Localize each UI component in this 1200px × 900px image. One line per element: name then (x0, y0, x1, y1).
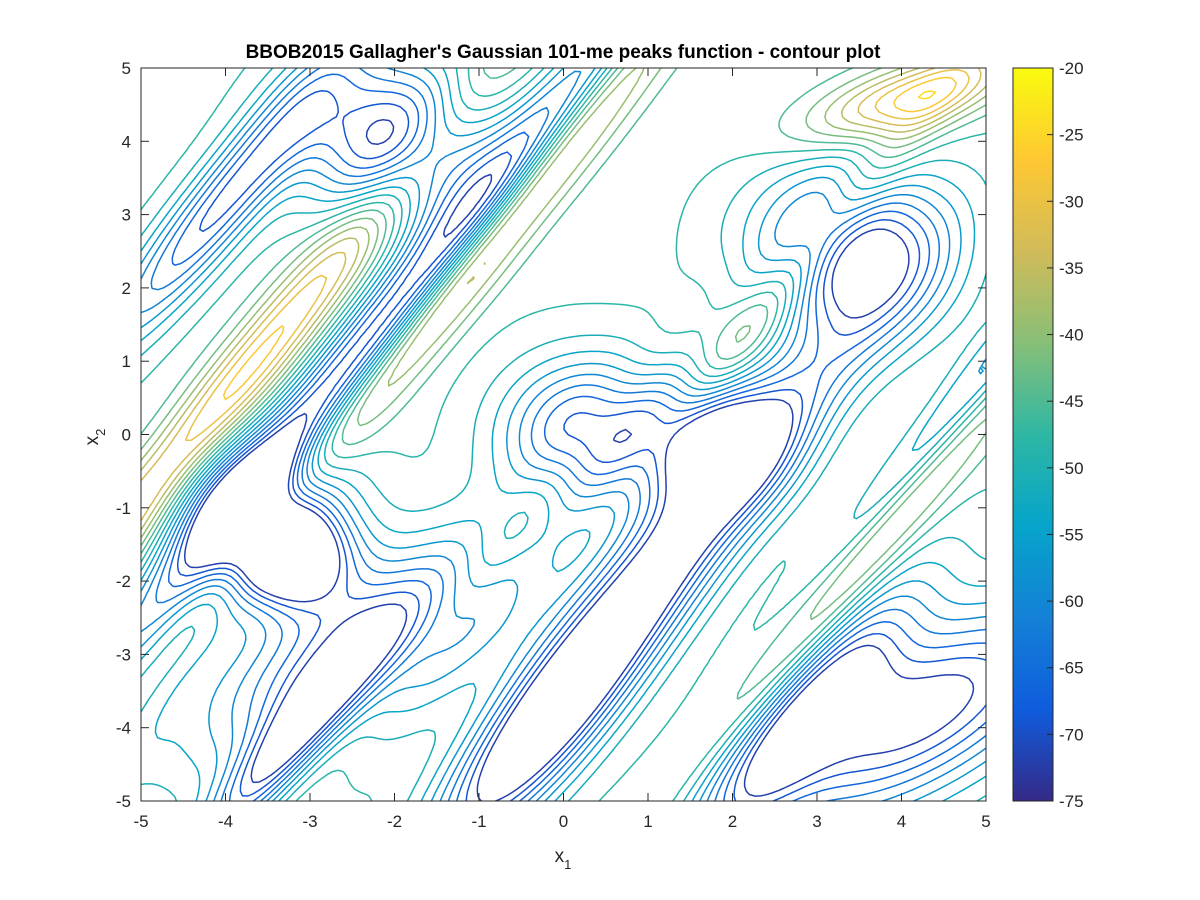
contour-line (141, 68, 986, 801)
contour-line (141, 68, 986, 621)
contour-line (168, 73, 986, 801)
x-tick-label: -5 (133, 812, 148, 831)
x-tick-label: -1 (471, 812, 486, 831)
x-tick-label: 4 (897, 812, 906, 831)
colorbar-ticks: -75 -70 -65 -60 -55 -50 -45 -40 -35 -30 -25 -20 (1047, 59, 1084, 811)
y-tick-label: -2 (116, 572, 131, 591)
x-tick-label: -2 (387, 812, 402, 831)
contour-line (185, 69, 970, 442)
contour-line (141, 68, 986, 801)
y-tick-label: 5 (122, 59, 131, 78)
y-tick-label: -3 (116, 645, 131, 664)
y-axis-label: x2 (82, 429, 108, 446)
contour-line (141, 68, 986, 801)
colorbar-tick-label: -25 (1059, 126, 1084, 145)
colorbar (1012, 67, 1054, 802)
y-tick-label: 0 (122, 426, 131, 445)
contour-line (150, 68, 986, 801)
contour-line (222, 76, 957, 401)
x-tick-label: 3 (812, 812, 821, 831)
contour-line (176, 90, 986, 801)
y-tick-label: 2 (122, 279, 131, 298)
x-tick-label: 5 (981, 812, 990, 831)
colorbar-tick-label: -40 (1059, 326, 1084, 345)
colorbar-tick-label: -60 (1059, 592, 1084, 611)
colorbar-tick-label: -65 (1059, 659, 1084, 678)
y-tick-label: 1 (122, 352, 131, 371)
x-tick-label: 1 (643, 812, 652, 831)
x-tick-label: 0 (559, 812, 568, 831)
y-tick-label: -1 (116, 499, 131, 518)
x-axis: -5 -4 -3 -2 -1 0 1 2 3 4 5 (133, 68, 991, 831)
colorbar-tick-label: -70 (1059, 725, 1084, 744)
y-axis: -5 -4 -3 -2 -1 0 1 2 3 4 5 (116, 59, 986, 811)
y-tick-label: -5 (116, 792, 131, 811)
colorbar-tick-label: -75 (1059, 792, 1084, 811)
contour-line (917, 90, 937, 100)
x-tick-label: -3 (302, 812, 317, 831)
contour-line (141, 68, 986, 801)
contour-line (141, 68, 982, 522)
contour-lines (141, 68, 986, 801)
x-tick-label: 2 (728, 812, 737, 831)
contour-line (183, 118, 975, 801)
colorbar-tick-label: -50 (1059, 459, 1084, 478)
x-axis-label: x1 (555, 846, 572, 872)
contour-line (141, 68, 986, 801)
colorbar-tick-label: -55 (1059, 525, 1084, 544)
y-tick-label: 3 (122, 206, 131, 225)
colorbar-tick-label: -35 (1059, 259, 1084, 278)
colorbar-tick-label: -45 (1059, 392, 1084, 411)
contour-line (141, 68, 986, 700)
y-tick-label: 4 (122, 132, 131, 151)
colorbar-tick-label: -30 (1059, 192, 1084, 211)
y-tick-label: -4 (116, 719, 131, 738)
contour-line (141, 68, 986, 531)
x-tick-label: -4 (218, 812, 233, 831)
colorbar-tick-label: -20 (1059, 59, 1084, 78)
chart-title: BBOB2015 Gallagher's Gaussian 101-me pea… (246, 42, 882, 63)
